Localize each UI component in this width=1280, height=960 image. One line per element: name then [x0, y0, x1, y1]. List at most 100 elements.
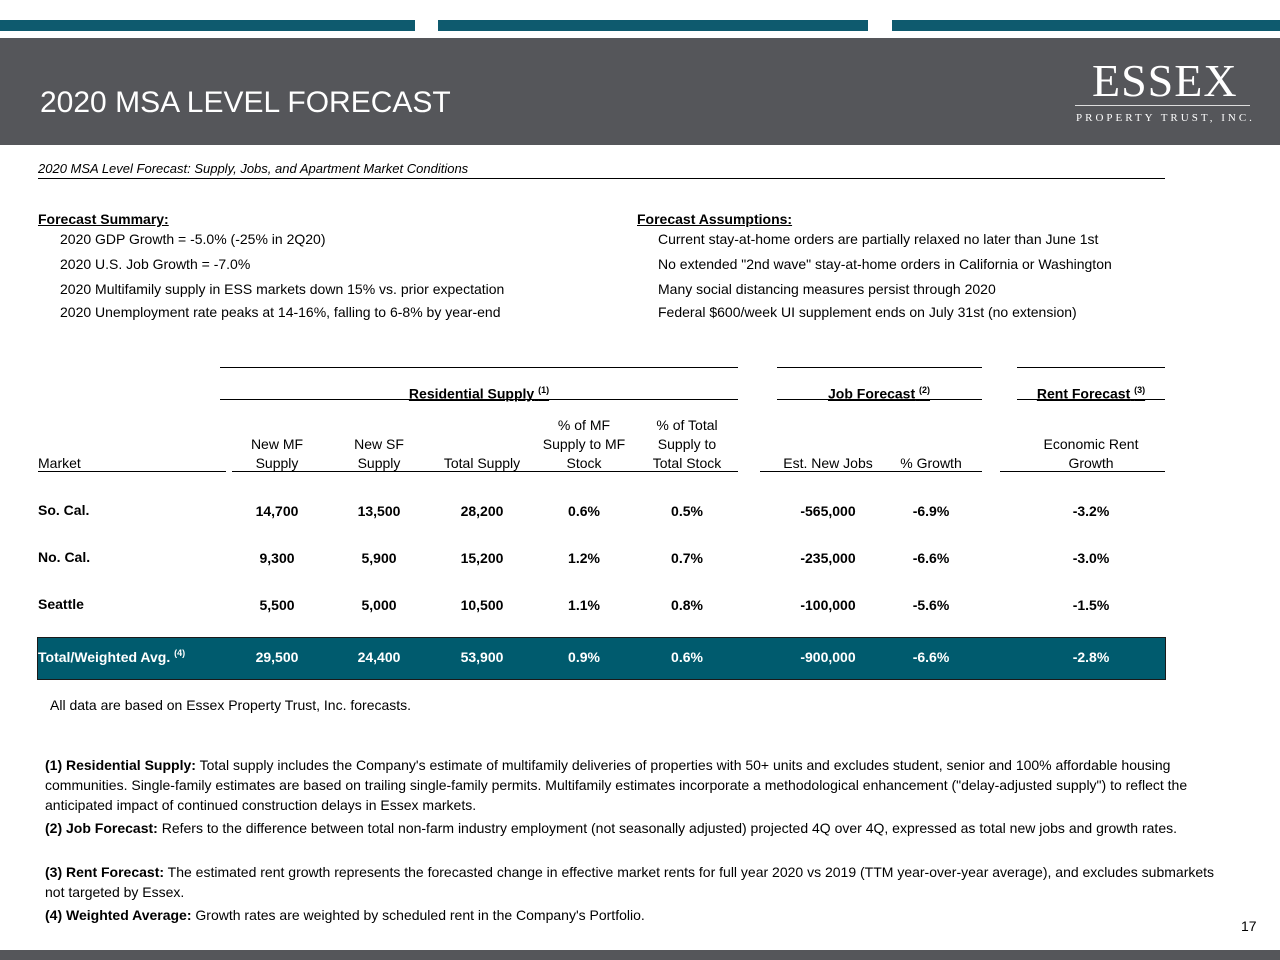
column-header: % Growth: [900, 455, 962, 471]
column-header: Economic Rent Growth: [1043, 436, 1139, 471]
assumption-item: Current stay-at-home orders are partiall…: [658, 231, 1099, 247]
logo-sub: PROPERTY TRUST, INC.: [1076, 112, 1255, 124]
assumption-item: Federal $600/week UI supplement ends on …: [658, 304, 1077, 320]
cell: -565,000: [800, 503, 856, 519]
cell: 5,000: [361, 597, 397, 613]
cell: 28,200: [460, 503, 504, 519]
rule: [38, 178, 1165, 179]
footnote-text: The estimated rent growth represents the…: [45, 864, 1215, 900]
footnote-text: Refers to the difference between total n…: [161, 820, 1177, 836]
column-header: % of Total Supply to Total Stock: [652, 417, 722, 471]
rule: [1000, 471, 1165, 472]
column-header: Est. New Jobs: [783, 455, 873, 471]
column-header: New MF Supply: [250, 436, 304, 471]
summary-item: 2020 GDP Growth = -5.0% (-25% in 2Q20): [60, 231, 326, 247]
cell: 10,500: [460, 597, 504, 613]
total-cell: -2.8%: [1072, 649, 1110, 665]
total-cell: 53,900: [460, 649, 504, 665]
top-bar: [892, 20, 1280, 31]
cell: -100,000: [800, 597, 856, 613]
footnote: (4) Weighted Average: Growth rates are w…: [45, 905, 1215, 925]
total-cell: 24,400: [357, 649, 401, 665]
total-cell: -900,000: [800, 649, 856, 665]
footnote-label: (4) Weighted Average:: [45, 907, 192, 923]
total-cell: 0.9%: [568, 649, 600, 665]
cell: 9,300: [259, 550, 295, 566]
cell: 13,500: [357, 503, 401, 519]
cell: 0.7%: [671, 550, 703, 566]
footnote-label: (3) Rent Forecast:: [45, 864, 165, 880]
column-header: % of MF Supply to MF Stock: [542, 417, 626, 471]
row-label: So. Cal.: [38, 502, 90, 518]
total-text: Total/Weighted Avg.: [38, 649, 171, 665]
cell: 15,200: [460, 550, 504, 566]
row-label: No. Cal.: [38, 549, 91, 565]
total-row-bg: [37, 637, 1166, 680]
column-header: Total Supply: [443, 455, 521, 471]
footnote: (3) Rent Forecast: The estimated rent gr…: [45, 862, 1215, 902]
total-note: (4): [174, 648, 186, 658]
group-header: Residential Supply (1): [409, 381, 549, 404]
column-header: Market: [38, 455, 81, 471]
rule: [232, 471, 738, 472]
cell: 0.6%: [568, 503, 600, 519]
summary-item: 2020 Unemployment rate peaks at 14-16%, …: [60, 304, 501, 320]
rule: [220, 367, 738, 368]
note: All data are based on Essex Property Tru…: [50, 697, 412, 713]
cell: -3.2%: [1072, 503, 1110, 519]
cell: -5.6%: [912, 597, 950, 613]
rule: [1017, 367, 1165, 368]
total-label: Total/Weighted Avg. (4): [38, 648, 185, 665]
group-label: Residential Supply: [408, 385, 535, 402]
cell: 1.1%: [568, 597, 600, 613]
group-label: Rent Forecast: [1036, 385, 1131, 402]
total-cell: 0.6%: [671, 649, 703, 665]
summary-item: 2020 Multifamily supply in ESS markets d…: [60, 281, 505, 297]
cell: 1.2%: [568, 550, 600, 566]
group-note: (1): [538, 385, 550, 395]
rule: [777, 367, 982, 368]
footnote-text: Growth rates are weighted by scheduled r…: [195, 907, 645, 923]
cell: -3.0%: [1072, 550, 1110, 566]
group-note: (3): [1134, 385, 1146, 395]
rule: [1017, 399, 1165, 400]
footnote: (1) Residential Supply: Total supply inc…: [45, 755, 1215, 815]
cell: -6.6%: [912, 550, 950, 566]
cell: -235,000: [800, 550, 856, 566]
bottom-bar: [0, 950, 1280, 960]
assumption-item: No extended "2nd wave" stay-at-home orde…: [658, 256, 1112, 272]
page-number: 17: [1241, 918, 1257, 934]
logo-rule: [1075, 105, 1250, 106]
rule: [220, 399, 738, 400]
logo: ESSEX: [1092, 55, 1238, 106]
header-band: [0, 38, 1280, 145]
subtitle: 2020 MSA Level Forecast: Supply, Jobs, a…: [38, 161, 469, 176]
cell: 14,700: [255, 503, 299, 519]
column-header: New SF Supply: [354, 436, 404, 471]
cell: 0.5%: [671, 503, 703, 519]
group-label: Job Forecast: [827, 385, 916, 402]
top-bar: [438, 20, 868, 31]
cell: 5,500: [259, 597, 295, 613]
summary-heading: Forecast Summary:: [38, 211, 169, 227]
cell: 0.8%: [671, 597, 703, 613]
total-cell: 29,500: [255, 649, 299, 665]
footnote-label: (1) Residential Supply:: [45, 757, 196, 773]
group-header: Rent Forecast (3): [1037, 381, 1145, 404]
group-header: Job Forecast (2): [828, 381, 930, 404]
footnote-label: (2) Job Forecast:: [45, 820, 158, 836]
footnote: (2) Job Forecast: Refers to the differen…: [45, 818, 1215, 838]
page-title: 2020 MSA LEVEL FORECAST: [40, 86, 451, 119]
summary-item: 2020 U.S. Job Growth = -7.0%: [60, 256, 251, 272]
footnote-text: Total supply includes the Company's esti…: [45, 757, 1188, 813]
cell: -1.5%: [1072, 597, 1110, 613]
assumption-item: Many social distancing measures persist …: [658, 281, 996, 297]
rule: [760, 471, 982, 472]
group-note: (2): [919, 385, 931, 395]
row-label: Seattle: [38, 596, 84, 612]
cell: -6.9%: [912, 503, 950, 519]
top-bar: [0, 20, 415, 31]
rule: [38, 471, 226, 472]
rule: [777, 399, 982, 400]
